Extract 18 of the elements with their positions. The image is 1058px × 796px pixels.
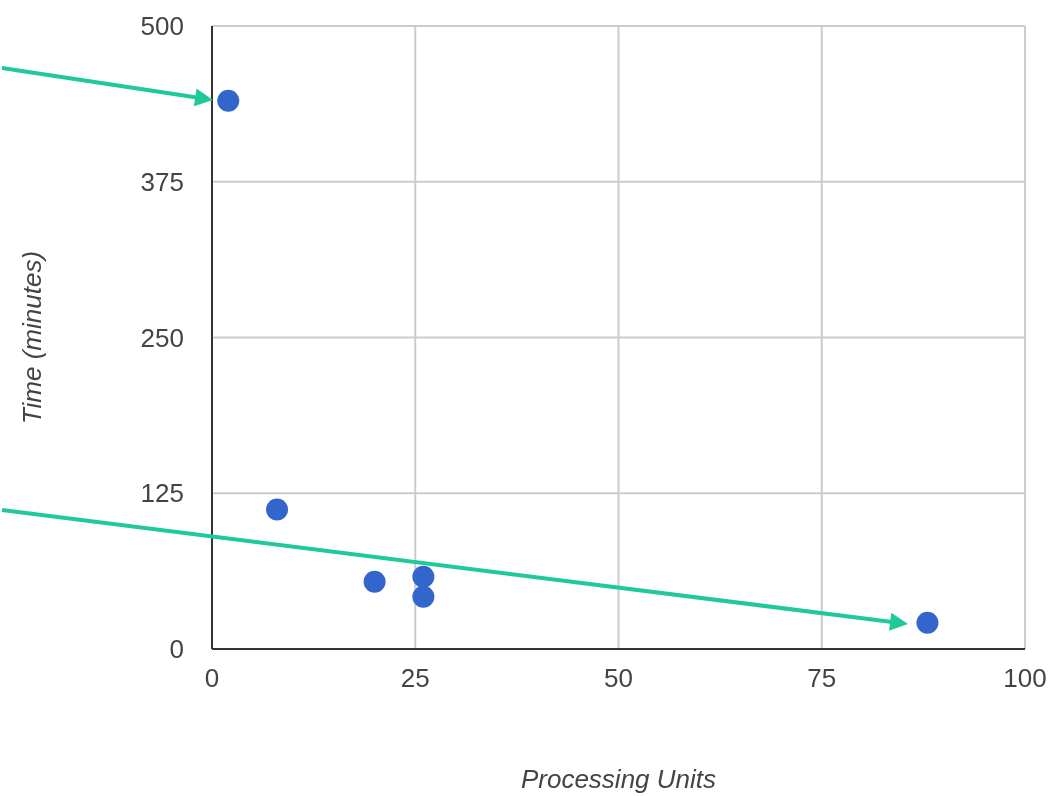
y-tick-label: 500 [140, 11, 184, 42]
y-tick-label: 250 [140, 322, 184, 353]
y-tick-label: 125 [140, 478, 184, 509]
point [412, 565, 435, 588]
point [217, 89, 240, 112]
point [412, 585, 435, 608]
x-tick-label: 0 [204, 663, 220, 694]
x-tick-label: 75 [807, 663, 837, 694]
x-tick-label: 100 [1003, 663, 1047, 694]
point [916, 611, 939, 634]
y-tick-label: 0 [169, 634, 184, 665]
x-axis-title: Processing Units [520, 764, 717, 794]
y-tick-label: 375 [140, 166, 184, 197]
x-tick-label: 50 [604, 663, 633, 694]
x-tick-label: 25 [400, 663, 430, 694]
point [363, 570, 386, 593]
point [266, 498, 289, 521]
y-axis-title: Time (minutes) [17, 250, 48, 425]
